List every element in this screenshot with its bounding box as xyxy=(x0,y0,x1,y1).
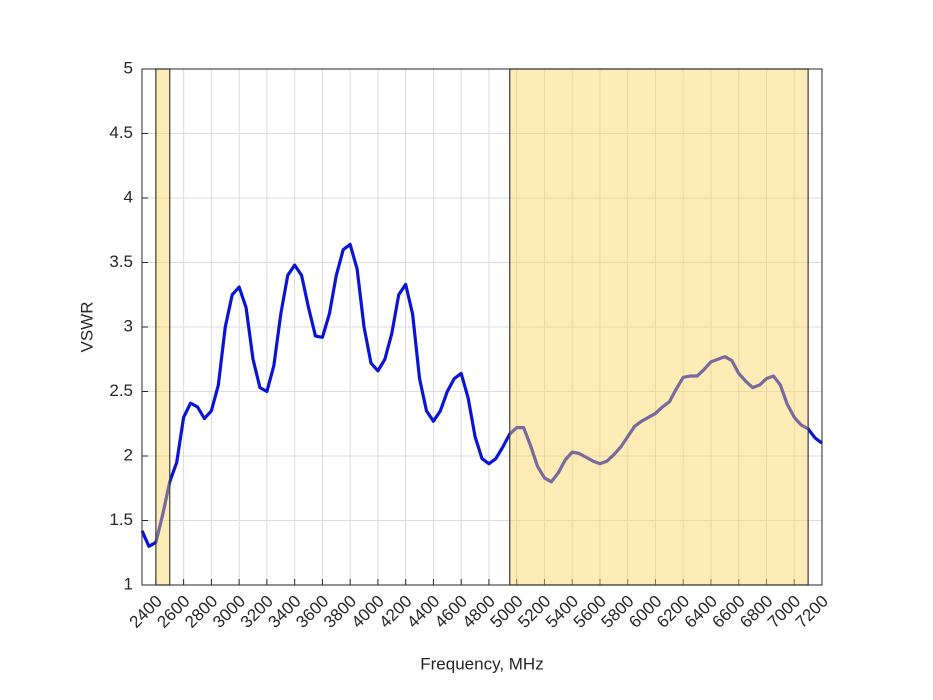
y-tick-label: 5 xyxy=(124,58,133,77)
y-tick-label: 1.5 xyxy=(109,510,133,529)
y-tick-label: 2 xyxy=(124,445,133,464)
y-tick-label: 1 xyxy=(124,574,133,593)
y-tick-label: 3 xyxy=(124,316,133,335)
data-line xyxy=(140,242,823,548)
y-tick-label: 3.5 xyxy=(109,252,133,271)
axes-box xyxy=(141,68,823,586)
y-tick-label: 4.5 xyxy=(109,123,133,142)
x-axis-label: Frequency, MHz xyxy=(420,654,543,673)
band xyxy=(509,68,809,586)
band xyxy=(155,68,171,586)
y-axis-label: VSWR xyxy=(77,302,96,353)
y-tick-label: 4 xyxy=(124,187,133,206)
y-tick-label: 2.5 xyxy=(109,381,133,400)
